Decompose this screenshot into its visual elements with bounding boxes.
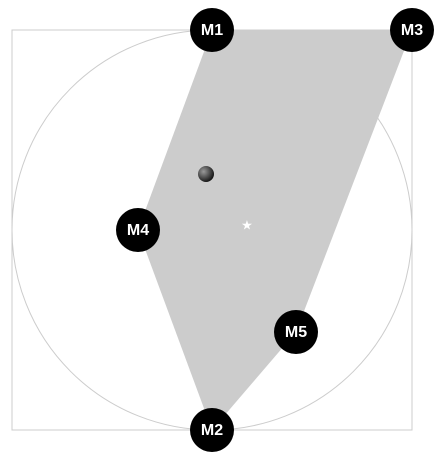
marker-m1[interactable]: M1 [190,8,234,52]
marker-m5-label: M5 [285,324,307,341]
marker-m3-circle [390,8,434,52]
marker-m1-circle [190,8,234,52]
marker-m4[interactable]: M4 [116,208,160,252]
marker-m4-circle [116,208,160,252]
ball-icon[interactable] [198,166,214,182]
shaded-region [138,30,412,430]
marker-m5-circle [274,310,318,354]
marker-m1-label: M1 [201,22,223,39]
marker-m4-label: M4 [127,222,149,239]
marker-m5[interactable]: M5 [274,310,318,354]
marker-m2[interactable]: M2 [190,408,234,452]
marker-m3[interactable]: M3 [390,8,434,52]
marker-m2-circle [190,408,234,452]
marker-m2-label: M2 [201,422,223,439]
star-icon: ★ [241,219,253,234]
marker-m3-label: M3 [401,22,423,39]
markers-layer: M1 M2 M3 M4 M5 [116,8,434,452]
